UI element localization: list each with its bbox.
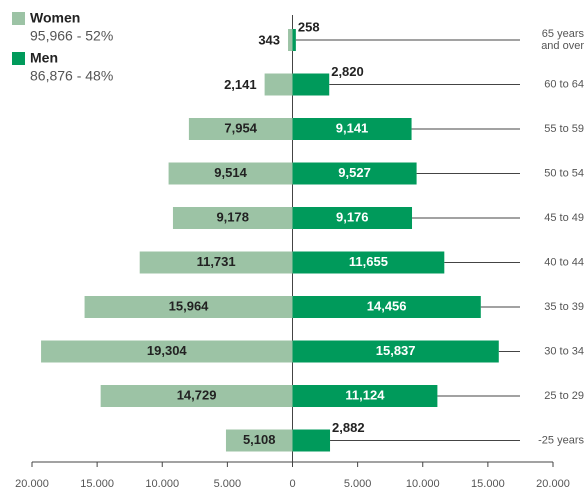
bar bbox=[100, 385, 293, 407]
bar bbox=[188, 118, 293, 140]
x-tick-label: 5.000 bbox=[344, 478, 372, 490]
category-label: 45 to 49 bbox=[544, 212, 584, 224]
category-label: 25 to 29 bbox=[544, 390, 584, 402]
value-label: 14,729 bbox=[177, 387, 217, 402]
x-tick-label: 10.000 bbox=[406, 478, 440, 490]
value-label: 9,176 bbox=[336, 209, 369, 224]
bar bbox=[292, 429, 331, 452]
x-tick-label: 15.000 bbox=[471, 478, 505, 490]
legend-swatch bbox=[12, 12, 25, 25]
bar bbox=[264, 73, 293, 96]
value-label: 11,124 bbox=[345, 387, 385, 402]
x-tick-label: 5.000 bbox=[214, 478, 242, 490]
bar bbox=[292, 251, 445, 274]
value-label: 9,527 bbox=[338, 165, 371, 180]
legend-summary: 86,876 - 48% bbox=[30, 68, 113, 84]
category-label: 55 to 59 bbox=[544, 123, 584, 135]
x-tick-label: 20.000 bbox=[536, 478, 570, 490]
value-label: 9,514 bbox=[214, 165, 247, 180]
legend-label: Men bbox=[30, 50, 58, 66]
value-label: 11,655 bbox=[349, 254, 388, 269]
value-label: 19,304 bbox=[147, 343, 188, 358]
legend-swatch bbox=[12, 52, 25, 65]
value-label: 15,964 bbox=[169, 298, 210, 313]
bar bbox=[168, 162, 293, 185]
x-tick-label: 15.000 bbox=[80, 478, 114, 490]
value-label: 7,954 bbox=[224, 120, 257, 135]
value-label: 2,882 bbox=[332, 420, 365, 435]
value-label: 2,141 bbox=[224, 77, 257, 92]
bar bbox=[172, 207, 293, 229]
bar bbox=[41, 340, 293, 363]
value-label: 9,178 bbox=[216, 209, 249, 224]
value-label: 343 bbox=[258, 32, 280, 47]
bar bbox=[292, 162, 417, 185]
legend-label: Women bbox=[30, 10, 80, 26]
category-label: 40 to 44 bbox=[544, 256, 584, 268]
bar bbox=[292, 385, 438, 407]
value-label: 11,731 bbox=[197, 254, 236, 269]
bar bbox=[292, 207, 413, 229]
category-label: 65 years and over bbox=[541, 28, 584, 52]
category-label: 50 to 54 bbox=[544, 167, 584, 179]
bar bbox=[225, 429, 293, 452]
value-label: 15,837 bbox=[376, 343, 416, 358]
bar bbox=[292, 118, 412, 140]
x-tick-label: 20.000 bbox=[15, 478, 49, 490]
bar bbox=[292, 73, 330, 96]
bar bbox=[288, 29, 293, 51]
x-tick-label: 10.000 bbox=[145, 478, 179, 490]
bar bbox=[292, 296, 481, 318]
value-label: 5,108 bbox=[243, 432, 276, 447]
bar bbox=[292, 340, 499, 363]
category-label: -25 years bbox=[538, 434, 584, 446]
value-label: 2,820 bbox=[331, 64, 364, 79]
value-label: 14,456 bbox=[367, 298, 407, 313]
category-label: 30 to 34 bbox=[544, 345, 584, 357]
value-label: 258 bbox=[298, 19, 320, 34]
legend-summary: 95,966 - 52% bbox=[30, 28, 113, 44]
bar bbox=[84, 296, 293, 318]
bar bbox=[139, 251, 293, 274]
category-label: 35 to 39 bbox=[544, 301, 584, 313]
bar bbox=[292, 29, 296, 51]
x-tick-label: 0 bbox=[289, 478, 295, 490]
value-label: 9,141 bbox=[336, 120, 369, 135]
category-label: 60 to 64 bbox=[544, 78, 584, 90]
